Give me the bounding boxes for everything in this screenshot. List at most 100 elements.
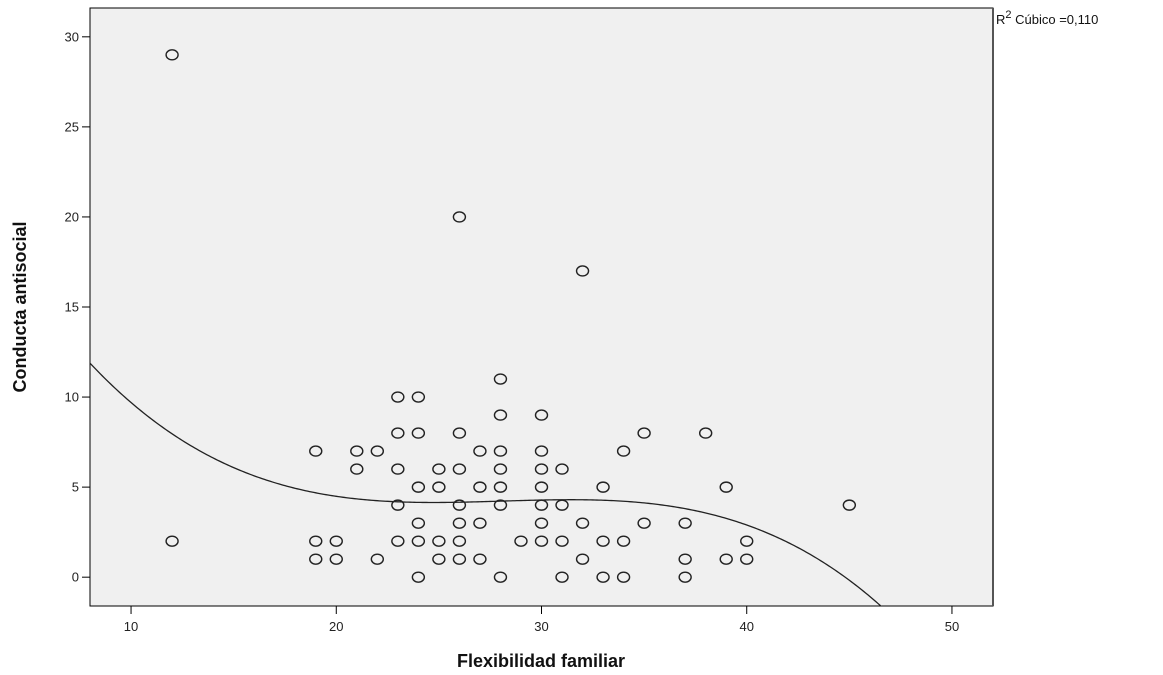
x-tick-label: 50 (945, 619, 959, 634)
scatter-point (411, 571, 426, 583)
scatter-point (432, 553, 446, 565)
x-axis-title: Flexibilidad familiar (457, 651, 625, 671)
scatter-point (596, 481, 610, 493)
scatter-points (165, 49, 857, 583)
scatter-point (370, 553, 385, 565)
scatter-point (534, 499, 549, 511)
x-tick-label: 40 (739, 619, 753, 634)
scatter-point (678, 517, 692, 529)
scatter-point (329, 535, 343, 547)
scatter-point (165, 535, 179, 547)
scatter-point (452, 463, 467, 475)
scatter-point (452, 517, 467, 529)
scatter-point (391, 535, 405, 547)
scatter-point (719, 553, 733, 565)
scatter-point (411, 481, 426, 493)
scatter-point (350, 463, 364, 475)
scatter-point (370, 445, 385, 457)
scatter-point (432, 481, 446, 493)
x-tick-label: 20 (329, 619, 343, 634)
scatter-point (473, 445, 487, 457)
scatter-point (493, 445, 508, 457)
scatter-point (637, 427, 651, 439)
scatter-point (411, 427, 426, 439)
scatter-point (616, 535, 631, 547)
scatter-point (575, 553, 590, 565)
scatter-point (555, 463, 569, 475)
scatter-point (493, 499, 508, 511)
scatter-point (391, 499, 405, 511)
scatter-point (411, 391, 426, 403)
scatter-point (391, 391, 405, 403)
cubic-fit-line (90, 362, 882, 606)
scatter-point (473, 517, 487, 529)
scatter-point (616, 445, 631, 457)
scatter-point (473, 553, 487, 565)
scatter-point (534, 535, 549, 547)
scatter-point (596, 571, 610, 583)
scatter-point (493, 571, 508, 583)
y-tick-label: 5 (72, 480, 79, 495)
r-squared-text: Cúbico =0,110 (1012, 12, 1099, 27)
scatter-point (411, 517, 426, 529)
y-axis-title: Conducta antisocial (10, 221, 30, 392)
x-tick-label: 30 (534, 619, 548, 634)
scatter-point (719, 481, 733, 493)
y-tick-label: 20 (65, 209, 79, 224)
scatter-point (534, 409, 549, 421)
scatter-point (555, 499, 569, 511)
y-axis-ticks: 0 5 10 15 20 25 30 (65, 29, 90, 585)
scatter-point (740, 553, 754, 565)
scatter-point (309, 445, 323, 457)
scatter-point (493, 481, 508, 493)
scatter-point (842, 499, 857, 511)
y-tick-label: 25 (65, 119, 79, 134)
scatter-point (391, 463, 405, 475)
scatter-point (575, 265, 590, 277)
scatter-point (555, 571, 569, 583)
scatter-point (432, 463, 446, 475)
scatter-point (473, 481, 487, 493)
scatter-point (350, 445, 364, 457)
scatter-point (596, 535, 610, 547)
scatter-point (575, 517, 590, 529)
scatter-point (678, 571, 692, 583)
r-squared-prefix: R (996, 12, 1005, 27)
plot-area (89, 7, 994, 607)
scatter-point (452, 211, 467, 223)
y-tick-label: 15 (65, 300, 79, 315)
scatter-point (452, 553, 467, 565)
scatter-point (534, 445, 549, 457)
scatter-point (637, 517, 651, 529)
scatter-point (329, 553, 343, 565)
x-tick-label: 10 (124, 619, 138, 634)
x-axis-ticks: 10 20 30 40 50 (124, 606, 959, 634)
scatter-point (309, 553, 323, 565)
scatter-point (514, 535, 528, 547)
r-squared-annotation: R2 Cúbico =0,110 (996, 9, 1098, 27)
scatter-point (616, 571, 631, 583)
scatter-point (493, 373, 508, 385)
y-tick-label: 30 (65, 29, 79, 44)
scatter-point (391, 427, 405, 439)
scatter-point (452, 535, 467, 547)
scatter-point (534, 481, 549, 493)
scatter-point (698, 427, 713, 439)
scatter-point (411, 535, 426, 547)
scatter-point (309, 535, 323, 547)
y-tick-label: 10 (65, 390, 79, 405)
scatter-point (555, 535, 569, 547)
scatter-point (165, 49, 179, 61)
scatter-point (432, 535, 446, 547)
scatter-point (452, 427, 467, 439)
scatter-point (534, 463, 549, 475)
r-squared-superscript: 2 (1005, 9, 1011, 21)
scatter-point (740, 535, 754, 547)
scatter-point (534, 517, 549, 529)
y-tick-label: 0 (72, 570, 79, 585)
scatter-point (678, 553, 692, 565)
scatter-point (493, 463, 508, 475)
scatter-point (493, 409, 508, 421)
scatter-point (452, 499, 467, 511)
